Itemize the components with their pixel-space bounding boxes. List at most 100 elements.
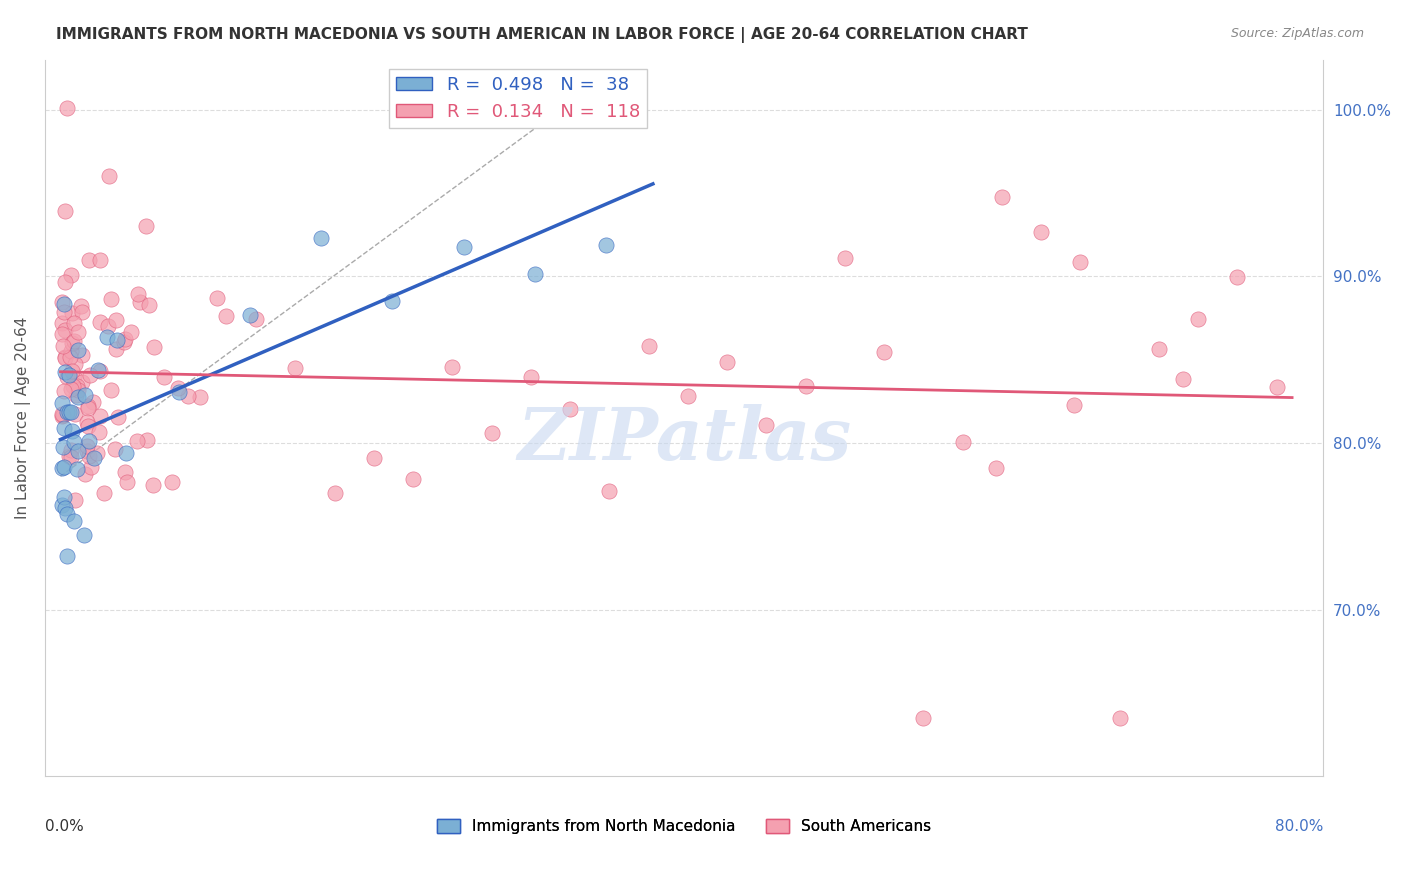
- South Americans: [1029, 225, 1052, 239]
- South Americans: [53, 323, 76, 337]
- South Americans: [188, 390, 211, 404]
- South Americans: [873, 345, 896, 359]
- South Americans: [89, 425, 111, 439]
- South Americans: [114, 332, 136, 346]
- South Americans: [105, 312, 128, 326]
- Immigrants from North Macedonia: [53, 365, 76, 379]
- Immigrants from North Macedonia: [63, 435, 86, 450]
- Immigrants from North Macedonia: [87, 363, 110, 377]
- South Americans: [65, 379, 87, 393]
- Immigrants from North Macedonia: [523, 267, 546, 281]
- Immigrants from North Macedonia: [56, 405, 79, 419]
- South Americans: [55, 370, 77, 384]
- Immigrants from North Macedonia: [60, 424, 83, 438]
- South Americans: [52, 305, 75, 319]
- South Americans: [76, 439, 98, 453]
- South Americans: [60, 268, 83, 282]
- South Americans: [75, 467, 97, 481]
- South Americans: [82, 395, 104, 409]
- Immigrants from North Macedonia: [53, 421, 76, 435]
- South Americans: [65, 388, 87, 402]
- South Americans: [60, 336, 83, 351]
- Immigrants from North Macedonia: [66, 343, 89, 357]
- South Americans: [89, 409, 111, 423]
- South Americans: [136, 433, 159, 447]
- Immigrants from North Macedonia: [58, 368, 80, 383]
- South Americans: [166, 381, 188, 395]
- South Americans: [1069, 255, 1091, 269]
- South Americans: [62, 379, 84, 393]
- South Americans: [363, 450, 385, 465]
- Text: 80.0%: 80.0%: [1275, 819, 1323, 834]
- South Americans: [323, 486, 346, 500]
- Text: ZIPatlas: ZIPatlas: [517, 404, 851, 475]
- South Americans: [59, 350, 82, 364]
- South Americans: [55, 203, 77, 218]
- South Americans: [67, 383, 90, 397]
- South Americans: [107, 409, 129, 424]
- South Americans: [53, 384, 76, 399]
- South Americans: [598, 483, 620, 498]
- South Americans: [97, 318, 120, 333]
- South Americans: [77, 399, 100, 413]
- Immigrants from North Macedonia: [53, 491, 76, 505]
- South Americans: [284, 361, 307, 376]
- South Americans: [138, 298, 160, 312]
- South Americans: [984, 460, 1007, 475]
- South Americans: [115, 475, 138, 489]
- South Americans: [1171, 372, 1194, 386]
- South Americans: [1063, 398, 1085, 412]
- South Americans: [76, 415, 98, 429]
- South Americans: [60, 364, 83, 378]
- South Americans: [79, 252, 101, 267]
- South Americans: [834, 252, 856, 266]
- South Americans: [62, 316, 84, 330]
- South Americans: [991, 190, 1014, 204]
- South Americans: [160, 475, 183, 490]
- South Americans: [127, 434, 149, 449]
- South Americans: [952, 435, 974, 450]
- South Americans: [142, 478, 165, 492]
- South Americans: [58, 450, 80, 464]
- Immigrants from North Macedonia: [83, 450, 105, 465]
- Immigrants from North Macedonia: [595, 238, 617, 252]
- South Americans: [51, 409, 73, 423]
- Text: Source: ZipAtlas.com: Source: ZipAtlas.com: [1230, 27, 1364, 40]
- South Americans: [65, 357, 87, 371]
- South Americans: [67, 325, 90, 339]
- South Americans: [520, 370, 543, 384]
- South Americans: [80, 460, 103, 475]
- South Americans: [52, 408, 75, 422]
- Immigrants from North Macedonia: [52, 440, 75, 454]
- South Americans: [120, 325, 142, 339]
- South Americans: [77, 401, 100, 415]
- Immigrants from North Macedonia: [53, 500, 76, 515]
- South Americans: [60, 306, 83, 320]
- Y-axis label: In Labor Force | Age 20-64: In Labor Force | Age 20-64: [15, 317, 31, 519]
- South Americans: [53, 351, 76, 365]
- South Americans: [716, 354, 738, 368]
- South Americans: [441, 359, 464, 374]
- Immigrants from North Macedonia: [51, 396, 73, 410]
- South Americans: [755, 417, 778, 432]
- South Americans: [100, 292, 122, 306]
- South Americans: [76, 444, 98, 458]
- South Americans: [127, 287, 149, 301]
- South Americans: [402, 472, 425, 486]
- South Americans: [59, 344, 82, 359]
- South Americans: [135, 219, 157, 234]
- South Americans: [70, 304, 93, 318]
- South Americans: [51, 317, 73, 331]
- South Americans: [100, 384, 122, 398]
- South Americans: [205, 291, 228, 305]
- South Americans: [1147, 342, 1170, 356]
- Immigrants from North Macedonia: [52, 297, 75, 311]
- South Americans: [105, 343, 128, 357]
- Immigrants from North Macedonia: [52, 460, 75, 475]
- South Americans: [51, 338, 73, 352]
- South Americans: [63, 492, 86, 507]
- Immigrants from North Macedonia: [56, 549, 79, 564]
- Immigrants from North Macedonia: [77, 434, 100, 448]
- South Americans: [86, 446, 108, 460]
- Immigrants from North Macedonia: [63, 514, 86, 528]
